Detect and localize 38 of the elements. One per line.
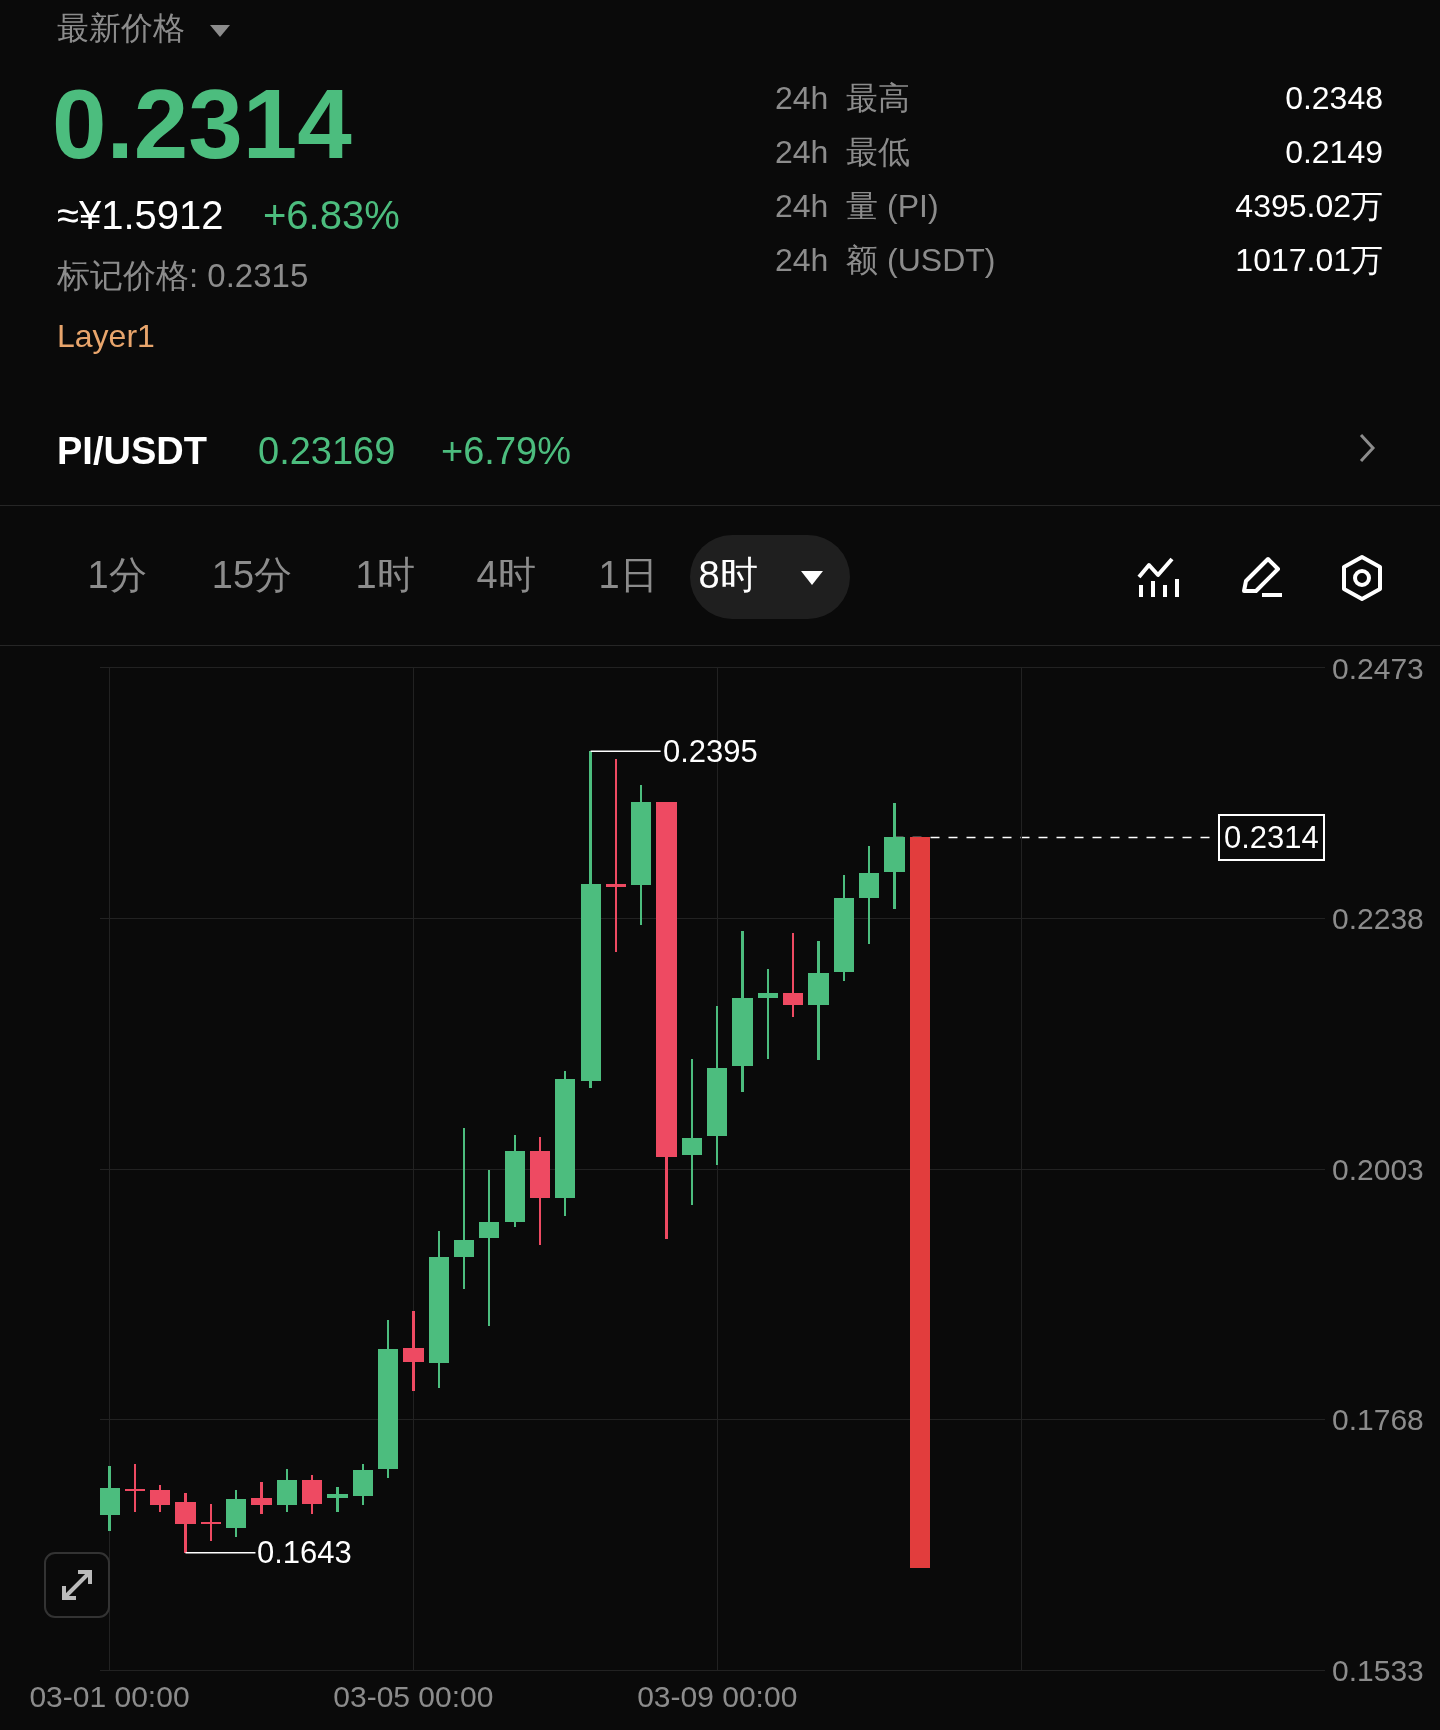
x-tick-label: 03-01 00:00 <box>29 1680 190 1713</box>
text: ≈¥1.5912 <box>57 192 224 238</box>
candlestick <box>808 940 829 1061</box>
text: 0.2314 <box>52 68 352 181</box>
text: 0.2348 <box>1285 80 1383 117</box>
text: +6.79% <box>441 430 571 474</box>
x-tick-label: 03-05 00:00 <box>333 1680 494 1713</box>
annotation: 0.1643 <box>257 1535 352 1570</box>
text: 4395.02万 <box>1235 188 1383 225</box>
x-tick-label: 03-09 00:00 <box>637 1680 798 1713</box>
text: 4时 <box>476 554 536 598</box>
text: 0.2149 <box>1285 134 1383 171</box>
text: 24h 额 (USDT) <box>775 242 996 279</box>
annotation: 0.2395 <box>663 734 758 769</box>
text: PI/USDT <box>57 430 207 474</box>
ref-line-label: 0.2314 <box>1224 820 1319 855</box>
text: 1分 <box>87 554 147 598</box>
text: +6.83% <box>263 192 400 238</box>
text: 1017.01万 <box>1235 242 1383 279</box>
text: 0.23169 <box>258 430 396 474</box>
candlestick <box>251 1482 272 1515</box>
candlestick <box>403 1310 424 1391</box>
text: 24h 最高 <box>775 80 911 117</box>
text: 24h 量 (PI) <box>775 188 939 225</box>
y-tick-label: 0.2003 <box>1332 1152 1424 1186</box>
text: 标记价格: 0.2315 <box>57 257 309 295</box>
text: 15分 <box>211 554 293 598</box>
text: 8时 <box>698 554 758 598</box>
text: 最新价格 <box>57 10 185 47</box>
y-tick-label: 0.2473 <box>1332 651 1424 685</box>
y-tick-label: 0.2238 <box>1332 902 1424 935</box>
y-tick-label: 0.1533 <box>1332 1653 1424 1687</box>
text: 24h 最低 <box>775 134 911 171</box>
text: 1时 <box>355 554 415 598</box>
y-tick-label: 0.1768 <box>1332 1403 1424 1436</box>
text: 1日 <box>598 554 658 598</box>
candlestick <box>327 1486 348 1513</box>
text: Layer1 <box>57 318 155 355</box>
